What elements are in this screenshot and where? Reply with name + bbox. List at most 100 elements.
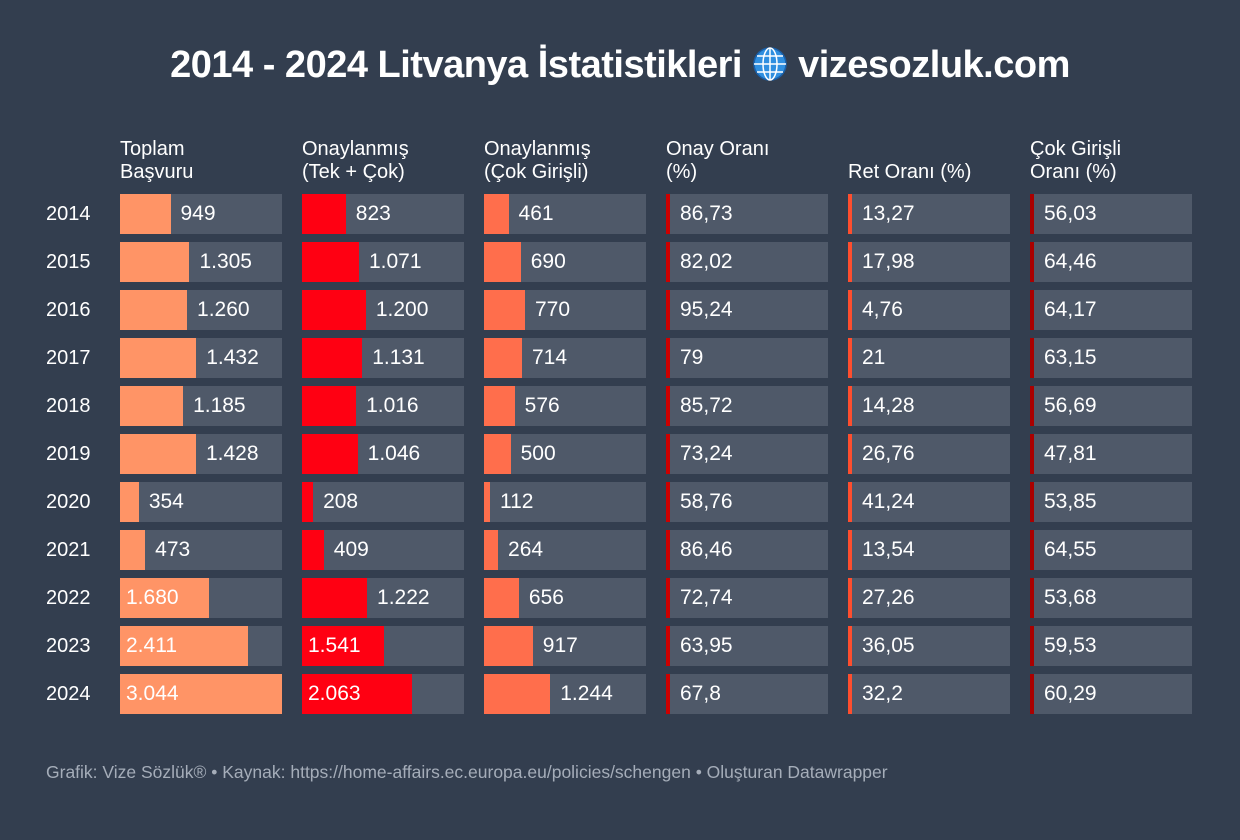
value-bar — [484, 530, 499, 570]
table-cell: 3.044 — [120, 674, 282, 714]
cell-value: 1.305 — [199, 250, 252, 273]
cell-value: 1.046 — [367, 442, 421, 465]
column-header: Ret Oranı (%) — [848, 136, 1018, 184]
header-line: Toplam — [120, 138, 185, 160]
value-bar — [484, 626, 533, 666]
value-bar — [484, 338, 522, 378]
table-cell: 656 — [484, 578, 646, 618]
table-cell: 56,69 — [1030, 386, 1192, 426]
column-header-text: Ret Oranı (%) — [848, 161, 971, 184]
column-header: Onaylanmış (Tek + Çok) — [302, 136, 472, 184]
row-year: 2020 — [46, 491, 91, 513]
cell-value: 576 — [524, 394, 560, 417]
table-cell: 264 — [484, 530, 646, 570]
rate-marker — [666, 194, 670, 234]
table-cell: 64,17 — [1030, 290, 1192, 330]
value-bar — [484, 290, 525, 330]
table-cell: 41,24 — [848, 482, 1010, 522]
column-header-text: Onay Oranı (%) — [666, 138, 769, 184]
table-cell: 60,29 — [1030, 674, 1192, 714]
cell-value: 1.016 — [366, 394, 419, 417]
cell-value: 1.680 — [126, 586, 179, 609]
cell-value: 27,26 — [862, 586, 915, 609]
cell-value: 64,46 — [1044, 250, 1097, 273]
table-cell: 53,85 — [1030, 482, 1192, 522]
cell-value: 1.244 — [560, 682, 613, 705]
cell-value: 1.432 — [206, 346, 259, 369]
cell-value: 58,76 — [680, 490, 733, 513]
value-bar — [120, 338, 197, 378]
row-year: 2016 — [46, 299, 91, 321]
cell-value: 354 — [148, 490, 184, 513]
value-bar — [120, 674, 282, 714]
cell-value: 770 — [534, 298, 571, 321]
title-text: 2014 - 2024 Litvanya İstatistikleri — [170, 44, 742, 86]
value-bar — [120, 194, 171, 234]
rate-marker — [848, 482, 852, 522]
table-cell: 58,76 — [666, 482, 828, 522]
table-cell: 1.432 — [120, 338, 282, 378]
rate-marker — [1030, 530, 1034, 570]
value-bar — [120, 626, 249, 666]
table-cell: 95,24 — [666, 290, 828, 330]
table-cell: 79 — [666, 338, 828, 378]
table-cell: 770 — [484, 290, 646, 330]
table-cell: 1.305 — [120, 242, 282, 282]
column-header: Toplam Başvuru — [120, 136, 290, 184]
table-cell: 36,05 — [848, 626, 1010, 666]
title-site: vizesozluk.com — [798, 44, 1070, 86]
value-bar — [302, 626, 384, 666]
table-cell: 63,15 — [1030, 338, 1192, 378]
table-cell: 576 — [484, 386, 646, 426]
rate-marker — [848, 194, 852, 234]
value-bar — [302, 242, 359, 282]
rate-marker — [848, 338, 852, 378]
table-cell: 72,74 — [666, 578, 828, 618]
cell-value: 47,81 — [1044, 442, 1097, 465]
table-cell: 85,72 — [666, 386, 828, 426]
cell-value: 1.200 — [375, 298, 429, 321]
cell-value: 823 — [355, 202, 391, 225]
value-bar — [302, 194, 346, 234]
rate-marker — [1030, 482, 1034, 522]
cell-value: 86,46 — [680, 538, 733, 561]
cell-value: 409 — [333, 538, 369, 561]
value-bar — [302, 482, 314, 522]
globe-icon — [753, 47, 787, 81]
table-cell: 690 — [484, 242, 646, 282]
rate-marker — [666, 578, 670, 618]
cell-value: 82,02 — [680, 250, 733, 273]
cell-value: 4,76 — [862, 298, 903, 321]
cell-value: 21 — [862, 346, 886, 369]
cell-value: 63,15 — [1044, 346, 1097, 369]
table-cell: 1.046 — [302, 434, 464, 474]
table-cell: 64,46 — [1030, 242, 1192, 282]
header-line: (Tek + Çok) — [302, 161, 405, 183]
chart-title: 2014 - 2024 Litvanya İstatistikleri vize… — [0, 44, 1240, 87]
table-cell: 13,54 — [848, 530, 1010, 570]
cell-value: 1.541 — [308, 634, 361, 657]
rate-marker — [666, 434, 670, 474]
rate-marker — [1030, 194, 1034, 234]
value-bar — [120, 578, 210, 618]
table-cell: 461 — [484, 194, 646, 234]
table-cell: 56,03 — [1030, 194, 1192, 234]
value-bar — [484, 434, 511, 474]
cell-value: 264 — [508, 538, 544, 561]
cell-value: 59,53 — [1044, 634, 1097, 657]
row-year: 2015 — [46, 251, 91, 273]
cell-value: 41,24 — [862, 490, 915, 513]
value-bar — [302, 290, 366, 330]
table-cell: 1.680 — [120, 578, 282, 618]
cell-value: 85,72 — [680, 394, 733, 417]
table-cell: 949 — [120, 194, 282, 234]
rate-marker — [1030, 626, 1034, 666]
value-bar — [484, 674, 551, 714]
value-bar — [120, 386, 184, 426]
rate-marker — [666, 338, 670, 378]
cell-value: 690 — [530, 250, 566, 273]
rate-marker — [1030, 242, 1034, 282]
header-line: Çok Girişli — [1030, 138, 1122, 160]
cell-value: 14,28 — [862, 394, 915, 417]
value-bar — [120, 530, 146, 570]
